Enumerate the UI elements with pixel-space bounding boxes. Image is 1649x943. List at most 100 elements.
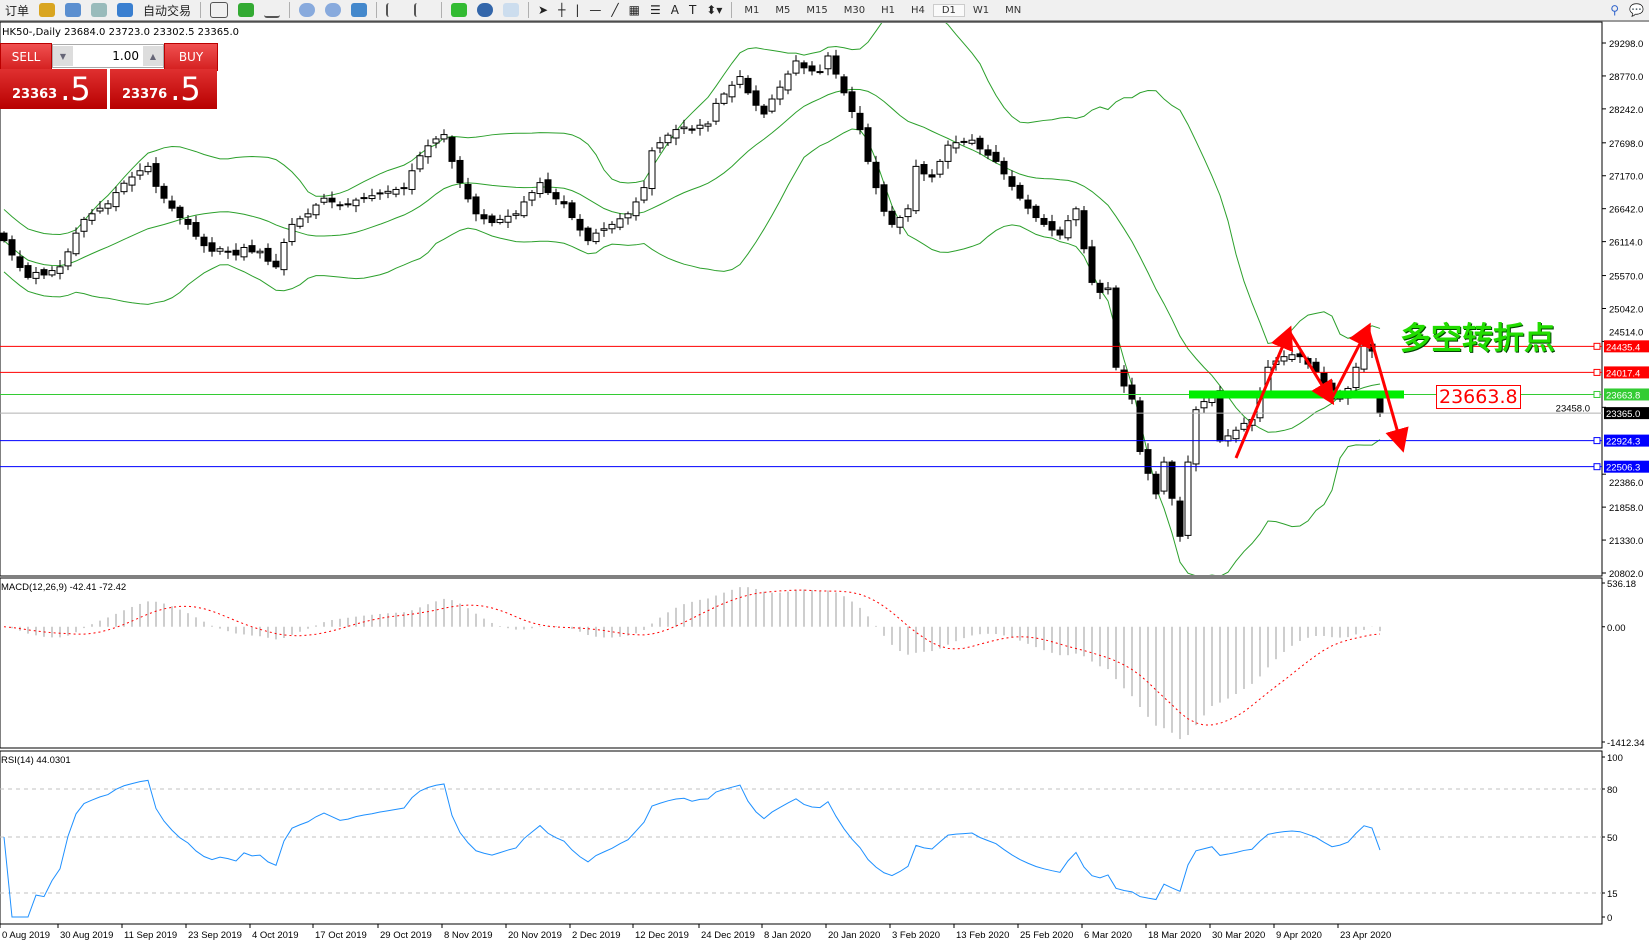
line-chart-icon[interactable]: [264, 2, 281, 18]
date-label: 23 Apr 2020: [1340, 930, 1391, 941]
candle: [848, 86, 856, 119]
candle-body: [1032, 205, 1040, 219]
candle: [896, 215, 904, 235]
chat-icon[interactable]: 💬: [1629, 3, 1644, 17]
candle-body: [688, 128, 696, 131]
bollinger-mid: [3, 88, 1381, 433]
candle: [992, 144, 1000, 164]
crosshair-icon[interactable]: ┼: [558, 3, 566, 17]
candle: [880, 181, 888, 217]
candle: [248, 239, 256, 254]
autoscroll-icon[interactable]: [414, 3, 432, 17]
candle-body: [1152, 473, 1160, 495]
sell-price-button[interactable]: 23363 .5: [0, 69, 107, 109]
zoom-out-icon[interactable]: [325, 3, 342, 17]
templates-icon[interactable]: [503, 3, 520, 17]
increase-lot-icon[interactable]: ▲: [143, 46, 163, 66]
timeframe-d1[interactable]: D1: [932, 3, 965, 17]
vertical-line-icon[interactable]: |: [575, 3, 580, 17]
market-watch-icon[interactable]: [39, 3, 56, 17]
candle: [624, 211, 632, 225]
sell-button[interactable]: SELL: [0, 43, 52, 71]
text-tool-button[interactable]: A: [670, 3, 679, 17]
candle-body: [912, 165, 920, 212]
candle-body: [424, 145, 432, 158]
timeframe-m5[interactable]: M5: [775, 4, 791, 16]
candle: [360, 192, 368, 203]
candle-body: [80, 218, 88, 232]
navigator-icon[interactable]: [91, 3, 108, 17]
candle: [928, 169, 936, 183]
lot-size-stepper[interactable]: ▼ 1.00 ▲: [52, 44, 164, 68]
date-label: 4 Oct 2019: [252, 930, 298, 941]
turning-point-annotation[interactable]: 多空转折点: [1400, 321, 1555, 357]
new-order-button[interactable]: 订单: [5, 3, 30, 18]
candle-body: [952, 142, 960, 149]
macd-label: MACD(12,26,9) -42.41 -72.42: [1, 582, 126, 593]
candle-body: [824, 55, 832, 70]
candle: [0, 231, 8, 243]
tile-windows-icon[interactable]: [351, 3, 368, 17]
candle-body: [1176, 500, 1184, 537]
candle-body: [1048, 221, 1056, 231]
separator: [528, 2, 530, 18]
candle: [704, 121, 712, 132]
fibonacci-icon[interactable]: ☰: [649, 3, 661, 17]
candle-body: [1280, 356, 1288, 362]
candle-body: [600, 228, 608, 231]
candle-body: [992, 151, 1000, 162]
candle-body: [272, 260, 280, 268]
candle-body: [728, 84, 736, 98]
timeframe-m15[interactable]: M15: [806, 4, 828, 16]
trendline-icon[interactable]: ╱: [611, 3, 619, 17]
candle-body: [160, 185, 168, 199]
candle-body: [112, 192, 120, 208]
candle: [968, 134, 976, 146]
candle: [1064, 214, 1072, 241]
timeframe-h4[interactable]: H4: [910, 4, 925, 16]
timeframe-m1[interactable]: M1: [744, 4, 760, 16]
candle: [1176, 496, 1184, 542]
horizontal-line-icon[interactable]: —: [589, 3, 602, 17]
data-window-icon[interactable]: [65, 3, 82, 17]
cursor-icon[interactable]: ➤: [538, 3, 549, 17]
buy-price-button[interactable]: 23376 .5: [110, 69, 217, 109]
date-label: 2 Dec 2019: [572, 930, 621, 941]
text-label-tool-button[interactable]: T: [688, 3, 697, 17]
decrease-lot-icon[interactable]: ▼: [53, 46, 73, 66]
chart-shift-icon[interactable]: [386, 3, 404, 17]
candle-body: [320, 197, 328, 203]
candle: [1024, 194, 1032, 215]
arrows-tool-icon[interactable]: ⬍▾: [706, 3, 723, 17]
candle: [688, 125, 696, 134]
timeframe-w1[interactable]: W1: [972, 4, 990, 16]
indicators-icon[interactable]: [451, 3, 468, 17]
candle-body: [336, 204, 344, 207]
zoom-in-icon[interactable]: [299, 3, 316, 17]
auto-trading-button[interactable]: 自动交易: [143, 3, 192, 18]
candle: [584, 226, 592, 246]
buy-button[interactable]: BUY: [164, 43, 218, 71]
candle-body: [224, 250, 232, 253]
candlestick-chart-icon[interactable]: [238, 3, 255, 17]
lot-size-input[interactable]: 1.00: [112, 49, 139, 63]
candle-body: [1088, 246, 1096, 283]
candle-body: [808, 65, 816, 72]
candle-body: [120, 182, 128, 193]
equidistant-channel-icon[interactable]: ▦: [628, 3, 640, 17]
pivot-level-label[interactable]: 23663.8: [1436, 385, 1521, 409]
line-handle: [1593, 368, 1601, 376]
timeframe-m30[interactable]: M30: [843, 4, 866, 16]
candle: [32, 266, 40, 285]
candle-body: [720, 93, 728, 104]
main-layer: [0, 23, 1384, 575]
timeframe-mn[interactable]: MN: [1005, 4, 1022, 16]
timeframe-h1[interactable]: H1: [881, 4, 895, 16]
candle-body: [472, 196, 480, 215]
candle: [696, 119, 704, 136]
periods-icon[interactable]: [477, 3, 494, 17]
candle-body: [1104, 287, 1112, 291]
bar-chart-icon[interactable]: [210, 2, 229, 18]
search-icon[interactable]: ⚲: [1610, 3, 1620, 17]
